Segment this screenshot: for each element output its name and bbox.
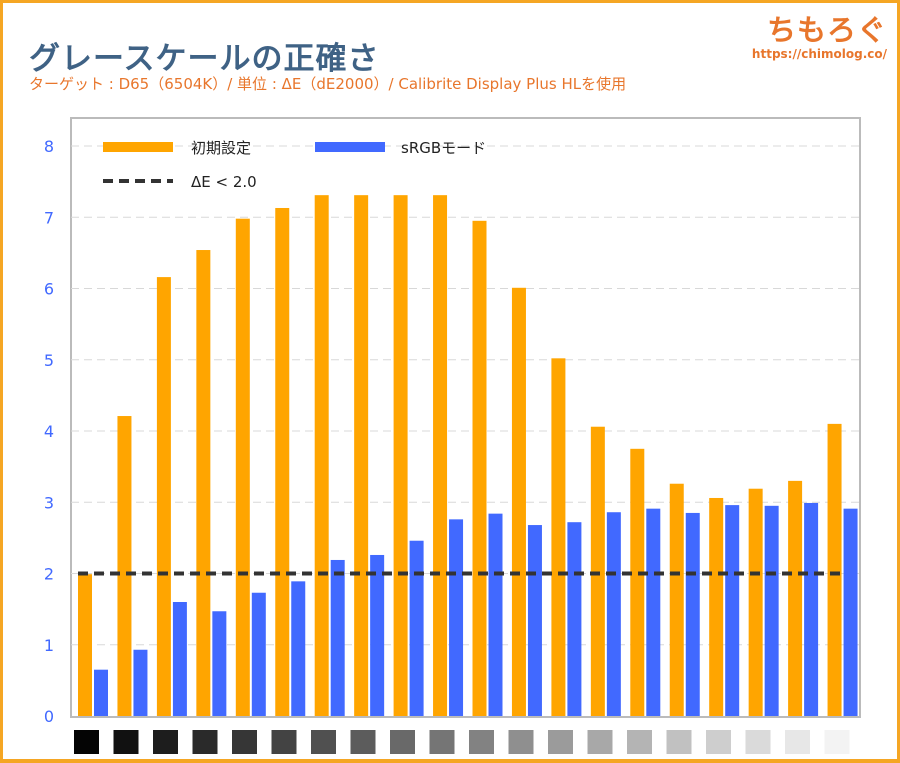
gray-swatch	[390, 730, 415, 754]
plot-area	[70, 117, 861, 718]
gray-swatch	[192, 730, 218, 754]
legend-label-srgb: sRGBモード	[401, 139, 486, 157]
bar-srgb	[567, 522, 582, 716]
bar-srgb	[172, 602, 187, 716]
gray-swatch	[232, 730, 257, 754]
bar-srgb	[646, 508, 661, 716]
bar-default	[551, 358, 566, 716]
bar-srgb	[409, 540, 424, 716]
y-tick-label: 4	[44, 422, 54, 441]
chart-title: グレースケールの正確さ	[29, 41, 380, 77]
chart-subtitle: ターゲット : D65（6504K）/ 単位 : ΔE（dE2000）/ Cal…	[29, 75, 627, 93]
bar-srgb	[764, 505, 779, 716]
bar-default	[314, 195, 329, 717]
gray-swatch	[548, 730, 573, 754]
y-tick-label: 0	[44, 707, 54, 726]
y-tick-label: 7	[44, 208, 54, 227]
gray-swatch	[153, 730, 178, 754]
bar-srgb	[804, 502, 819, 716]
y-tick-label: 6	[44, 280, 54, 299]
bar-default	[590, 426, 605, 716]
bar-srgb	[685, 512, 700, 716]
bar-default	[433, 195, 448, 717]
bar-srgb	[725, 505, 740, 716]
y-tick-label: 1	[44, 636, 54, 655]
gray-swatch	[113, 730, 139, 754]
gray-swatch	[666, 730, 692, 754]
gray-swatch	[508, 730, 534, 754]
bar-default	[196, 250, 211, 716]
gray-swatch	[350, 730, 376, 754]
gray-swatch	[429, 730, 455, 754]
gray-swatch	[745, 730, 771, 754]
bar-default	[748, 488, 763, 716]
bar-default	[788, 480, 803, 716]
bar-srgb	[291, 581, 306, 716]
y-tick-label: 2	[44, 565, 54, 584]
legend-swatch-srgb	[315, 142, 385, 152]
bar-srgb	[94, 669, 108, 716]
bar-srgb	[370, 554, 385, 716]
bar-chart: 0 1 2 3 4 5 6 7 8 初期設定 sRGBモード ΔE < 2.0	[44, 117, 861, 754]
bar-default	[117, 416, 132, 716]
bar-srgb	[133, 649, 148, 716]
bar-default	[827, 423, 842, 716]
legend-label-default: 初期設定	[191, 139, 251, 157]
bar-default	[354, 195, 369, 717]
bar-srgb	[606, 512, 621, 716]
bar-default	[709, 497, 724, 716]
bar-srgb	[251, 592, 266, 716]
legend-label-reference: ΔE < 2.0	[191, 173, 257, 191]
bar-srgb	[527, 525, 542, 716]
bar-default	[275, 207, 290, 717]
bar-srgb	[843, 508, 858, 716]
bar-default	[472, 220, 487, 716]
gray-swatch	[271, 730, 297, 754]
gray-swatch	[627, 730, 652, 754]
bar-default	[393, 195, 408, 717]
gray-swatch	[74, 730, 99, 754]
y-tick-label: 8	[44, 137, 54, 156]
bar-srgb	[212, 611, 227, 716]
bar-default	[78, 574, 92, 716]
bar-srgb	[488, 513, 503, 716]
bar-srgb	[330, 559, 345, 716]
bar-default	[156, 277, 171, 716]
gray-swatch	[785, 730, 810, 754]
bar-default	[511, 287, 526, 716]
bar-default	[235, 218, 250, 717]
logo-name: ちもろぐ	[766, 13, 887, 47]
gray-swatch	[311, 730, 336, 754]
bar-default	[669, 483, 684, 716]
legend-swatch-default	[103, 142, 173, 152]
logo-url: https://chimolog.co/	[751, 47, 887, 61]
y-tick-label: 5	[44, 351, 54, 370]
gray-swatch	[706, 730, 731, 754]
logo: ちもろぐ https://chimolog.co/	[752, 7, 887, 61]
bar-srgb	[449, 519, 464, 716]
bar-default	[630, 448, 645, 716]
gray-swatch	[587, 730, 613, 754]
gray-swatch	[824, 730, 850, 754]
y-tick-label: 3	[44, 493, 54, 512]
gray-swatch	[469, 730, 494, 754]
